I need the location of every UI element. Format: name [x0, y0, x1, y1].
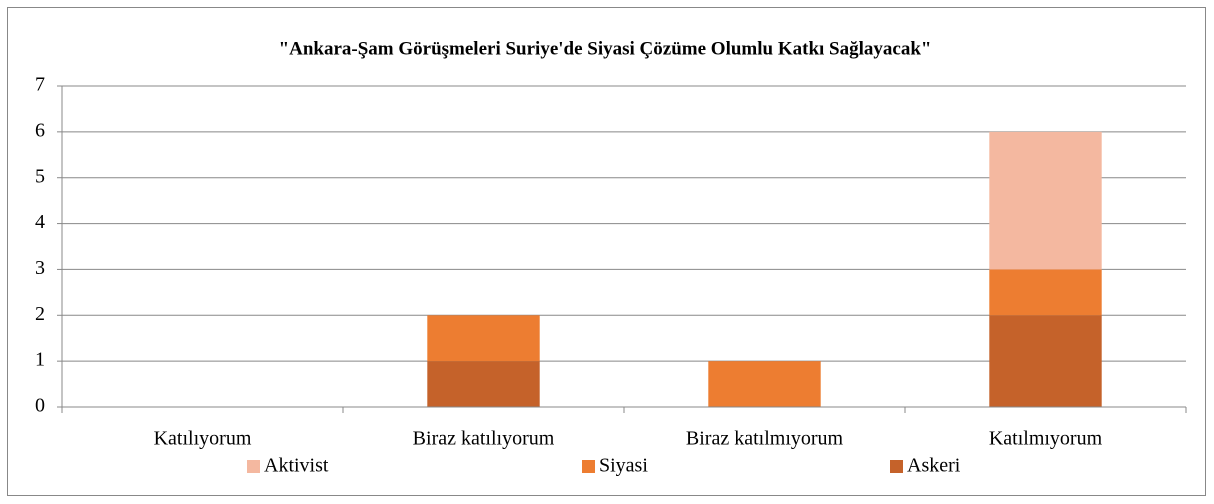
bar-segment: [989, 269, 1102, 316]
legend-swatch: [582, 460, 595, 473]
y-tick-label: 1: [35, 349, 45, 371]
y-tick-label: 7: [35, 74, 45, 96]
bar-segment: [427, 315, 540, 362]
y-tick-label: 4: [35, 211, 45, 233]
y-tick-label: 5: [35, 165, 45, 187]
x-tick-label: Biraz katılmıyorum: [686, 428, 844, 450]
bar-segment: [427, 361, 540, 407]
chart-title: "Ankara-Şam Görüşmeleri Suriye'de Siyasi…: [279, 38, 932, 59]
y-tick-label: 2: [35, 303, 45, 325]
x-tick-label: Katılıyorum: [154, 428, 252, 450]
legend-swatch: [247, 460, 260, 473]
legend-label: Siyasi: [599, 455, 648, 477]
x-tick-label: Katılmıyorum: [989, 428, 1103, 450]
y-tick-label: 0: [35, 395, 45, 417]
legend-swatch: [890, 460, 903, 473]
legend-label: Aktivist: [264, 455, 329, 477]
bar-segment: [989, 131, 1102, 270]
y-tick-label: 3: [35, 257, 45, 279]
x-tick-label: Biraz katılıyorum: [413, 428, 555, 450]
y-tick-label: 6: [35, 119, 45, 141]
bar-segment: [989, 315, 1102, 407]
bar-segment: [708, 361, 821, 407]
legend-label: Askeri: [907, 455, 961, 477]
